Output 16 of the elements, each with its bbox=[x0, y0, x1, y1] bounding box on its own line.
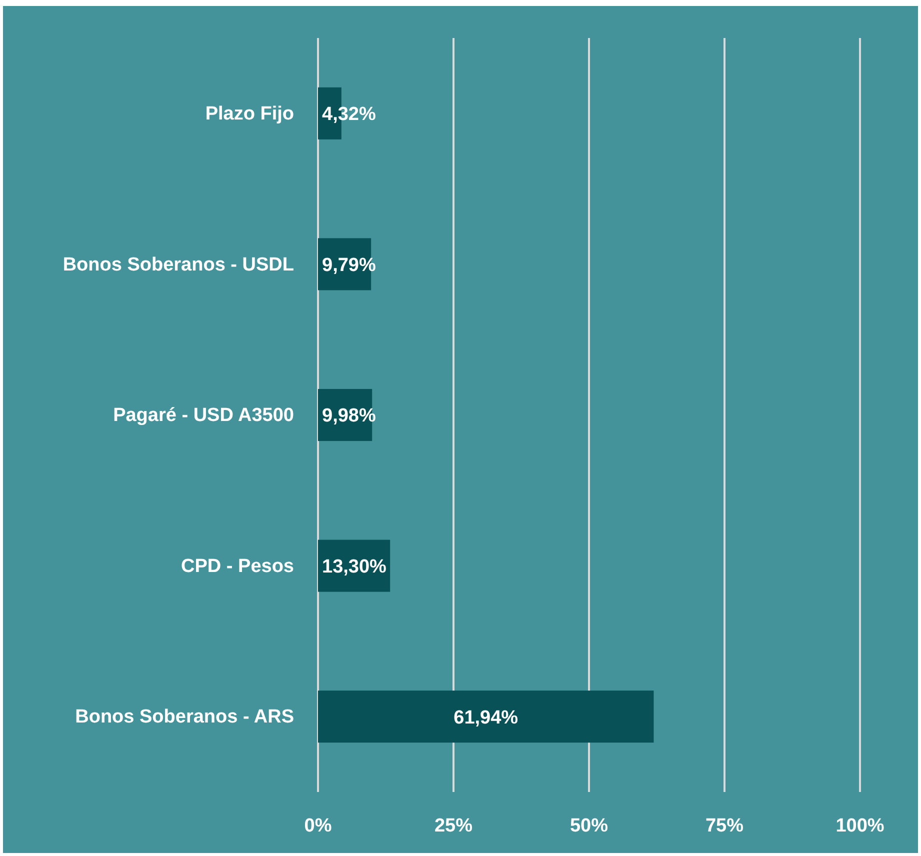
y-tick-label: Bonos Soberanos - ARS bbox=[75, 706, 294, 728]
y-tick-label: Pagaré - USD A3500 bbox=[113, 405, 294, 426]
bar bbox=[318, 690, 654, 743]
data-label: 4,32% bbox=[322, 104, 376, 126]
x-tick-label: 0% bbox=[304, 815, 332, 836]
data-label: 9,98% bbox=[322, 406, 376, 427]
x-tick-label: 50% bbox=[570, 815, 608, 836]
x-tick-label: 100% bbox=[836, 815, 884, 836]
y-tick-label: Bonos Soberanos - USDL bbox=[62, 254, 294, 276]
data-label: 13,30% bbox=[322, 556, 387, 578]
x-tick-label: 75% bbox=[705, 815, 744, 836]
data-label: 9,79% bbox=[322, 254, 376, 276]
data-label: 61,94% bbox=[454, 707, 518, 728]
x-tick-label: 25% bbox=[434, 815, 473, 836]
y-tick-label: Plazo Fijo bbox=[205, 103, 294, 124]
y-tick-label: CPD - Pesos bbox=[181, 556, 294, 577]
